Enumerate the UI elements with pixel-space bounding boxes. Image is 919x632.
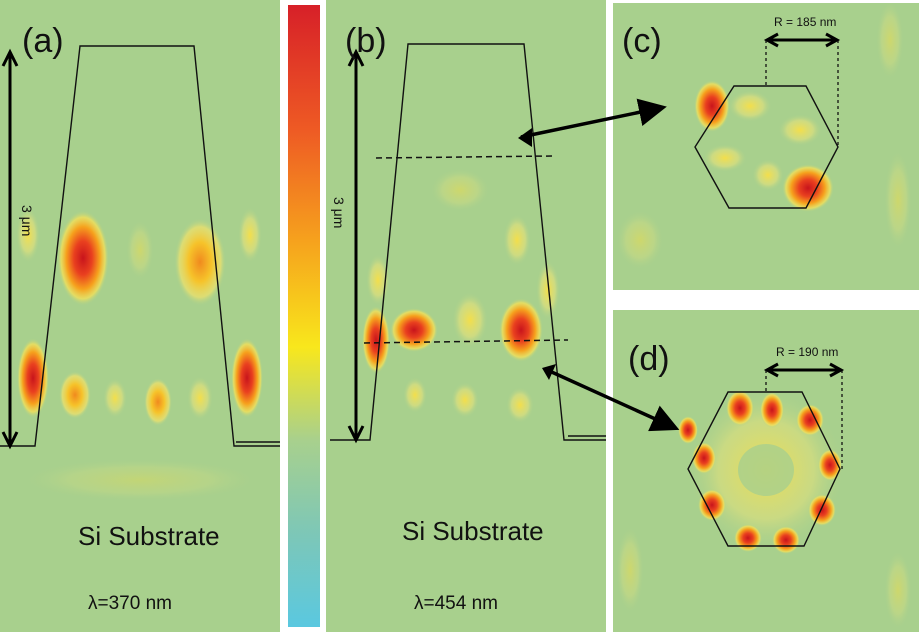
panel-b: (b) 3 μm Si Substrate λ=454 nm (326, 0, 606, 632)
arrow-to-panel-d (544, 367, 680, 432)
panel-d-field-map (616, 388, 912, 630)
panel-a-background (0, 0, 280, 632)
panel-b-scale-label: 3 μm (331, 197, 347, 228)
panel-b-field-map (362, 168, 560, 423)
panel-c-label: (c) (622, 22, 662, 60)
panel-d-radius-label: R = 190 nm (776, 345, 838, 359)
panel-a-wavelength-label: λ=370 nm (88, 593, 172, 614)
panel-b-substrate-label: Si Substrate (402, 516, 544, 546)
panel-d-label: (d) (628, 340, 670, 378)
panel-a-label: (a) (22, 22, 64, 60)
panel-a-nanowire-outline (0, 45, 280, 447)
panel-a-scale-label: 3 μm (19, 205, 35, 236)
panel-b-lower-cut-line (363, 339, 569, 344)
panel-b-nanowire-outline (330, 43, 606, 441)
panel-c-field-map (616, 3, 912, 270)
panel-c-hexagon-outline (694, 85, 839, 209)
panel-c-background (613, 3, 919, 290)
arrow-to-panel-c (520, 98, 667, 139)
panel-b-label: (b) (345, 22, 387, 60)
panel-c-radius-label: R = 185 nm (774, 15, 836, 29)
panel-d: R = 190 nm (d) (613, 310, 919, 632)
colorbar (288, 5, 320, 627)
panel-a: (a) 3 μm Si Substrate λ=370 nm (0, 0, 280, 632)
panel-a-substrate-label: Si Substrate (78, 521, 220, 551)
panel-c: R = 185 nm (c) (613, 3, 919, 290)
panel-b-wavelength-label: λ=454 nm (414, 593, 498, 614)
panel-d-hexagon-outline (687, 391, 841, 547)
